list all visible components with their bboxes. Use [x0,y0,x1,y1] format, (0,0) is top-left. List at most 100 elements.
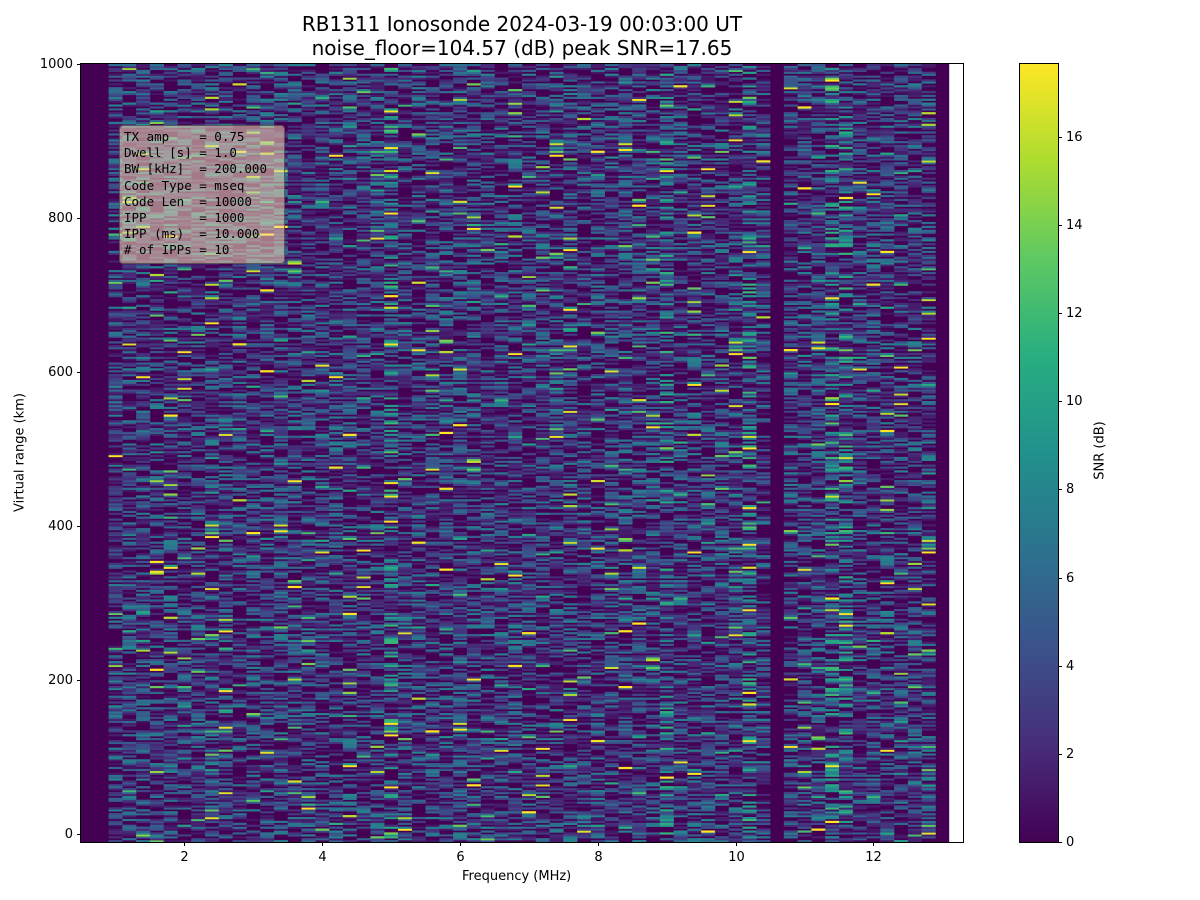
heatmap-cell [136,69,151,73]
heatmap-cell [218,739,233,743]
heatmap-cell [301,813,316,816]
heatmap-cell [273,637,289,641]
heatmap-cell [191,570,206,573]
heatmap-cell [315,193,330,196]
heatmap-cell [260,626,275,629]
heatmap-cell [149,106,164,109]
heatmap-cell [315,591,330,594]
heatmap-cell [315,408,330,411]
heatmap-cell [122,591,137,594]
heatmap-cell [273,524,289,527]
heatmap-cell [246,618,261,621]
heatmap-cell [191,643,206,646]
heatmap-cell [218,610,233,614]
heatmap-cell [246,426,261,429]
heatmap-cell [356,453,371,456]
heatmap-cell [108,173,123,176]
heatmap-cell [287,616,302,619]
heatmap-cell [232,266,247,269]
heatmap-cell [108,791,123,795]
heatmap-cell [301,830,316,833]
heatmap-cell [205,453,220,456]
heatmap-cell [329,637,344,641]
heatmap-cell [260,728,275,731]
heatmap-cell [356,768,371,772]
heatmap-cell [287,364,302,367]
heatmap-cell [287,649,302,652]
heatmap-cell [163,687,178,691]
heatmap-cell [260,603,275,606]
heatmap-cell [205,678,220,681]
heatmap-cell [356,583,371,587]
heatmap-cell [287,260,302,263]
heatmap-cell [232,306,247,309]
heatmap-cell [315,607,330,610]
heatmap-cell [191,574,206,577]
heatmap-cell [342,110,357,113]
heatmap-cell [108,820,123,824]
heatmap-cell [108,655,123,658]
heatmap-cell [329,158,344,161]
heatmap-cell [205,628,220,631]
heatmap-cell [273,666,289,669]
heatmap-cell [108,445,123,448]
heatmap-cell [260,412,275,415]
heatmap-cell [177,738,192,741]
heatmap-cell [301,714,316,718]
heatmap-cell [136,285,151,288]
heatmap-cell [329,605,344,608]
heatmap-cell [273,635,289,639]
heatmap-cell [356,485,371,488]
heatmap-cell [232,123,247,126]
heatmap-cell [246,81,261,84]
heatmap-cell [205,811,220,814]
heatmap-cell [108,187,123,190]
heatmap-cell [287,682,302,685]
heatmap-cell [136,119,151,123]
heatmap-cell [108,275,123,279]
heatmap-cell [163,547,178,550]
heatmap-cell [287,320,302,323]
heatmap-cell [329,127,344,130]
heatmap-cell [205,374,220,377]
heatmap-cell [329,198,344,202]
heatmap-cell [232,660,247,664]
heatmap-cell [315,816,330,820]
heatmap-cell [177,399,192,402]
heatmap-cell [356,535,371,539]
heatmap-cell [246,331,261,334]
heatmap-cell [108,512,123,515]
heatmap-cell [108,664,123,668]
heatmap-cell [301,216,316,219]
heatmap-cell [287,478,302,481]
heatmap-cell [149,320,164,323]
heatmap-cell [191,580,206,583]
heatmap-cell [149,641,164,644]
heatmap-cell [218,801,233,804]
heatmap-cell [260,583,275,587]
heatmap-cell [136,505,151,508]
heatmap-cell [191,449,206,452]
heatmap-cell [232,643,247,646]
heatmap-cell [218,368,233,371]
heatmap-cell [246,607,261,610]
heatmap-cell [287,404,302,408]
heatmap-cell [301,362,316,365]
heatmap-cell [163,659,178,662]
heatmap-cell [232,618,247,621]
heatmap-cell [191,345,206,348]
heatmap-cell [301,641,316,644]
heatmap-cell [287,560,302,564]
heatmap-cell [191,801,206,804]
heatmap-cell [232,531,247,535]
heatmap-cell [149,121,164,124]
heatmap-cell [205,362,220,365]
heatmap-cell [149,304,164,307]
heatmap-cell [205,418,220,421]
heatmap-cell [108,518,123,521]
heatmap-cell [246,506,261,510]
heatmap-cell [342,260,357,263]
heatmap-cell [273,393,289,396]
heatmap-cell [177,736,192,739]
heatmap-cell [342,119,357,123]
